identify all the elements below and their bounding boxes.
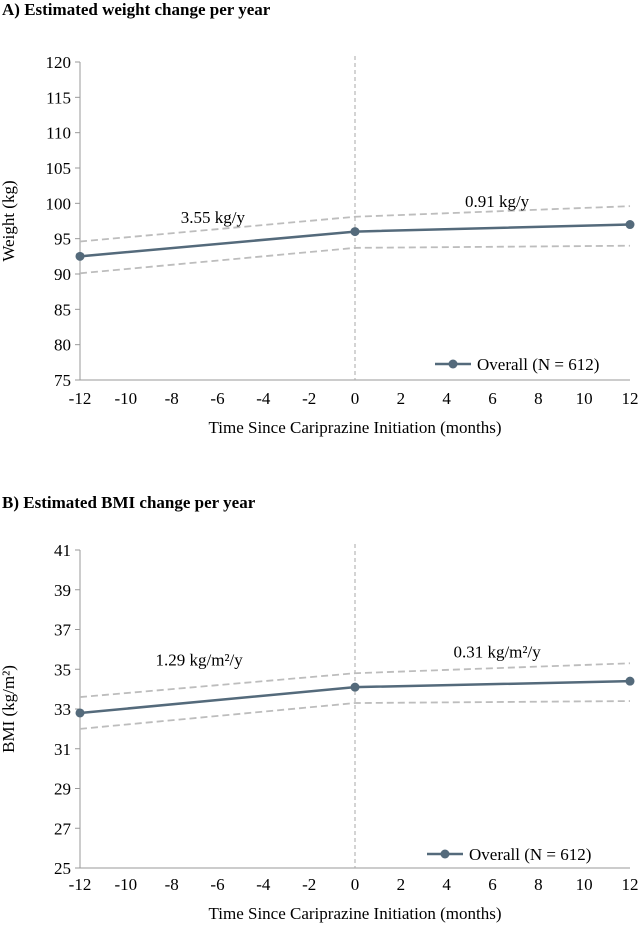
y-tick-label: 37	[54, 621, 72, 640]
y-tick-label: 41	[54, 541, 71, 560]
x-tick-label: 8	[534, 389, 543, 408]
y-tick-label: 31	[54, 740, 71, 759]
chart-b-title: B) Estimated BMI change per year	[2, 493, 256, 512]
y-tick-label: 105	[46, 159, 72, 178]
y-tick-label: 33	[54, 700, 71, 719]
x-tick-label: 0	[351, 875, 360, 894]
x-tick-label: -8	[165, 875, 179, 894]
data-point	[625, 220, 635, 230]
y-axis-label: Weight (kg)	[0, 180, 18, 261]
x-tick-label: 10	[576, 389, 593, 408]
x-tick-label: 12	[622, 875, 639, 894]
ci-lower-line	[79, 700, 631, 730]
x-tick-label: -10	[114, 875, 137, 894]
x-tick-label: 6	[488, 875, 497, 894]
data-point	[75, 251, 85, 261]
y-axis-label: BMI (kg/m²)	[0, 665, 18, 753]
x-tick-label: 4	[442, 875, 451, 894]
y-tick-label: 35	[54, 660, 71, 679]
x-tick-label: 10	[576, 875, 593, 894]
x-tick-label: 0	[351, 389, 360, 408]
y-tick-label: 100	[46, 194, 72, 213]
slope-annotation: 1.29 kg/m²/y	[156, 650, 244, 669]
x-tick-label: -10	[114, 389, 137, 408]
x-tick-label: 8	[534, 875, 543, 894]
x-tick-label: -4	[256, 875, 271, 894]
data-point	[625, 676, 635, 686]
legend-marker	[448, 359, 458, 369]
x-axis-label: Time Since Cariprazine Initiation (month…	[208, 418, 501, 437]
y-tick-label: 85	[54, 300, 71, 319]
legend-label: Overall (N = 612)	[469, 845, 591, 864]
x-tick-label: 2	[397, 389, 406, 408]
ci-lower-line	[79, 244, 631, 275]
legend-label: Overall (N = 612)	[477, 355, 599, 374]
y-tick-label: 120	[46, 53, 72, 72]
ci-upper-line	[79, 662, 631, 698]
x-axis-label: Time Since Cariprazine Initiation (month…	[208, 904, 501, 923]
y-tick-label: 110	[46, 124, 71, 143]
y-tick-label: 95	[54, 230, 71, 249]
x-tick-label: -4	[256, 389, 271, 408]
y-tick-label: 75	[54, 371, 71, 390]
y-tick-label: 39	[54, 581, 71, 600]
y-tick-label: 80	[54, 336, 71, 355]
x-tick-label: -8	[165, 389, 179, 408]
x-tick-label: -2	[302, 389, 316, 408]
chart-b-bmi: 25 27 29 31 33 35 37 39 41 -12 -10 -8 -6 -4 -2 0 2 4 6 8 10 1…	[0, 541, 639, 923]
x-tick-label: -2	[302, 875, 316, 894]
data-point	[350, 682, 360, 692]
x-tick-label: -12	[69, 875, 92, 894]
x-tick-label: 6	[488, 389, 497, 408]
x-tick-label: -12	[69, 389, 92, 408]
slope-annotation: 0.31 kg/m²/y	[453, 642, 541, 661]
x-tick-label: 12	[622, 389, 639, 408]
y-tick-label: 90	[54, 265, 71, 284]
slope-annotation: 3.55 kg/y	[181, 208, 246, 227]
y-tick-label: 25	[54, 859, 71, 878]
data-point	[75, 708, 85, 718]
y-tick-label: 29	[54, 780, 71, 799]
x-tick-label: -6	[210, 875, 224, 894]
x-tick-label: 4	[442, 389, 451, 408]
y-tick-label: 27	[54, 819, 72, 838]
legend-marker	[440, 849, 450, 859]
ci-upper-line	[79, 205, 631, 243]
x-tick-label: 2	[397, 875, 406, 894]
chart-a-title: A) Estimated weight change per year	[2, 0, 271, 19]
x-tick-label: -6	[210, 389, 224, 408]
slope-annotation: 0.91 kg/y	[465, 192, 530, 211]
data-point	[350, 227, 360, 237]
y-tick-label: 115	[46, 88, 71, 107]
